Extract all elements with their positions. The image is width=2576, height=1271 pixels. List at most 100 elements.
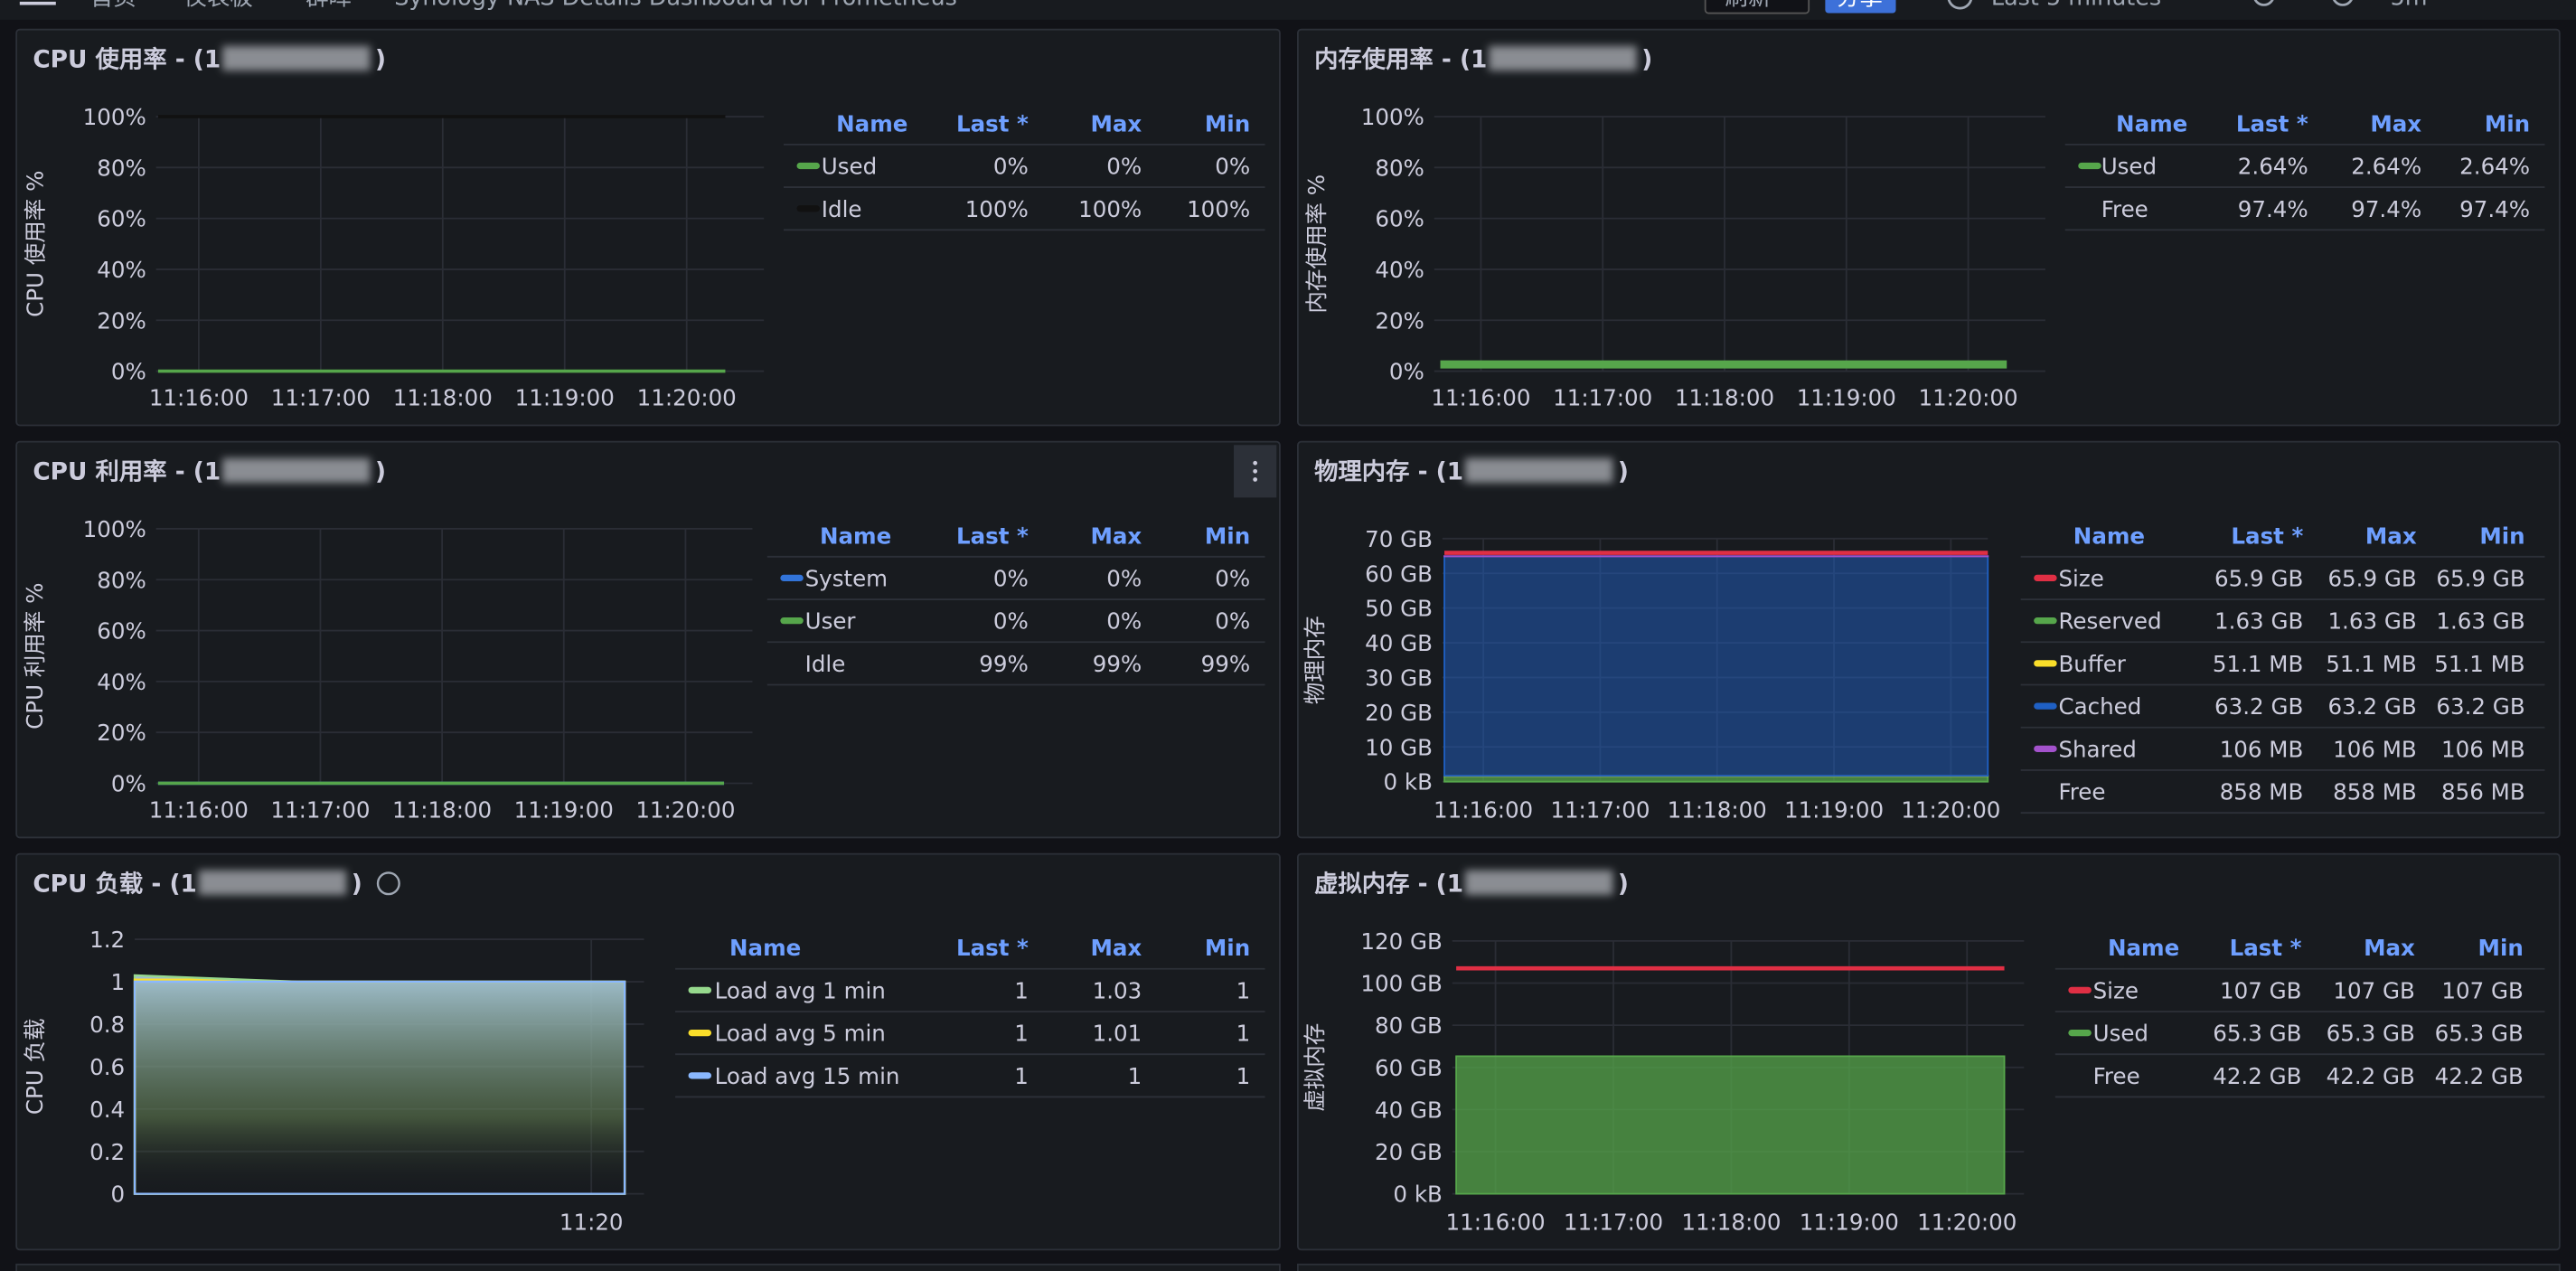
legend-value: 63.2 GB <box>2214 693 2303 720</box>
legend-value: 97.4% <box>2459 196 2530 222</box>
legend-name[interactable]: Free <box>2093 1063 2140 1089</box>
panel <box>15 1263 1281 1271</box>
y-axis-label: 虚拟内存 <box>1302 1023 1328 1112</box>
legend-name[interactable]: Load avg 5 min <box>715 1021 886 1047</box>
y-axis-label: 物理内存 <box>1302 616 1328 704</box>
redacted <box>1489 45 1637 71</box>
legend-value: 63.2 GB <box>2436 693 2524 720</box>
y-tick-label: 0.6 <box>89 1054 125 1080</box>
y-tick-label: 70 GB <box>1365 526 1433 552</box>
legend-name[interactable]: System <box>805 566 888 592</box>
legend-value: 0% <box>1106 566 1142 592</box>
legend-name[interactable]: Load avg 1 min <box>715 977 886 1003</box>
x-tick-label: 11:17:00 <box>271 385 371 411</box>
share-text[interactable]: 分享 <box>1837 0 1883 10</box>
legend-header: Last * <box>2236 110 2308 137</box>
panel-title: ) <box>375 46 386 73</box>
x-tick-label: 11:19:00 <box>515 385 615 411</box>
x-tick-label: 11:20:00 <box>1918 385 2017 411</box>
breadcrumb[interactable]: 首页 <box>90 0 136 10</box>
legend-name[interactable]: User <box>805 608 857 635</box>
y-tick-label: 1.2 <box>89 927 125 953</box>
legend-value: 100% <box>965 196 1029 222</box>
legend-value: 0% <box>1215 608 1250 635</box>
legend-name[interactable]: Free <box>2101 196 2148 222</box>
y-tick-label: 0 kB <box>1393 1182 1442 1208</box>
legend-header: Name <box>820 523 891 549</box>
legend-name[interactable]: Used <box>2093 1021 2148 1047</box>
legend-value: 0% <box>1215 154 1250 180</box>
legend-value: 65.9 GB <box>2327 566 2416 592</box>
legend-header: Max <box>1090 523 1142 549</box>
redacted <box>1464 457 1613 484</box>
panel-title: ) <box>1618 458 1629 485</box>
y-tick-label: 0% <box>111 771 146 797</box>
legend-value: 63.2 GB <box>2327 693 2416 720</box>
refresh-text[interactable]: 刷新 <box>1725 0 1771 10</box>
legend-name[interactable]: Shared <box>2058 736 2136 762</box>
panel-title: ) <box>375 458 386 485</box>
panel-title: ) <box>352 871 362 898</box>
share-button[interactable] <box>1825 0 1896 14</box>
y-tick-label: 40 GB <box>1365 630 1433 656</box>
refresh-input[interactable] <box>1704 0 1810 14</box>
legend-name[interactable]: Idle <box>822 196 862 222</box>
legend-value: 42.2 GB <box>2435 1063 2524 1089</box>
top-bar <box>0 0 2576 20</box>
panel <box>15 440 1281 839</box>
legend-value: 1 <box>1128 1063 1142 1089</box>
y-tick-label: 0.4 <box>89 1097 125 1123</box>
x-tick-label: 11:17:00 <box>270 797 370 824</box>
y-tick-label: 40% <box>97 669 146 695</box>
panel <box>15 28 1281 427</box>
legend-name[interactable]: Size <box>2093 977 2139 1003</box>
legend-name[interactable]: Used <box>2101 154 2157 180</box>
legend-name[interactable]: Size <box>2058 566 2103 592</box>
legend-swatch <box>2034 660 2057 667</box>
breadcrumb[interactable]: 群晖 <box>306 0 352 10</box>
legend-value: 42.2 GB <box>2327 1063 2415 1089</box>
legend-name[interactable]: Cached <box>2058 693 2141 720</box>
legend-header: Last * <box>956 110 1029 137</box>
time-range[interactable]: Last 5 minutes <box>1991 0 2161 10</box>
legend-swatch <box>2034 745 2057 752</box>
legend-value: 51.1 MB <box>2434 651 2524 677</box>
interval[interactable]: 5m <box>2391 0 2428 10</box>
panel-title: CPU 使用率 - (1 <box>33 45 221 73</box>
legend-name[interactable]: Used <box>822 154 877 180</box>
legend-value: 106 MB <box>2333 736 2417 762</box>
panel-title: 虚拟内存 - (1 <box>1314 871 1463 898</box>
legend-value: 97.4% <box>2351 196 2421 222</box>
x-tick-label: 11:19:00 <box>514 797 614 824</box>
legend-value: 97.4% <box>2238 196 2308 222</box>
legend-value: 51.1 MB <box>2326 651 2416 677</box>
refresh-icon[interactable] <box>2332 0 2353 6</box>
menu-dot <box>1253 468 1258 474</box>
legend-value: 99% <box>1201 651 1251 677</box>
panel-title: ) <box>1618 871 1629 898</box>
legend-name[interactable]: Reserved <box>2058 608 2161 635</box>
legend-name[interactable]: Buffer <box>2058 651 2126 677</box>
legend-value: 1 <box>1236 1021 1251 1047</box>
y-tick-label: 80% <box>97 155 146 181</box>
y-tick-label: 0% <box>111 359 146 385</box>
y-tick-label: 0 <box>111 1182 126 1208</box>
legend-value: 51.1 MB <box>2213 651 2303 677</box>
x-tick-label: 11:17:00 <box>1553 385 1652 411</box>
legend-name[interactable]: Free <box>2058 779 2105 805</box>
legend-value: 0% <box>993 566 1029 592</box>
legend-name[interactable]: Load avg 15 min <box>715 1063 900 1089</box>
y-tick-label: 60 GB <box>1375 1055 1443 1081</box>
x-tick-label: 11:19:00 <box>1797 385 1896 411</box>
x-tick-label: 11:20:00 <box>1901 797 2000 824</box>
legend-name[interactable]: Idle <box>805 651 846 677</box>
legend-value: 107 GB <box>2333 977 2414 1003</box>
legend-header: Max <box>2364 935 2415 961</box>
y-tick-label: 10 GB <box>1365 734 1433 760</box>
y-tick-label: 0.8 <box>89 1012 125 1038</box>
legend-value: 858 MB <box>2220 779 2304 805</box>
redacted <box>221 45 371 71</box>
breadcrumb[interactable]: 仪表板 <box>184 0 253 10</box>
search-icon[interactable] <box>2253 0 2274 6</box>
legend-value: 65.9 GB <box>2436 566 2524 592</box>
